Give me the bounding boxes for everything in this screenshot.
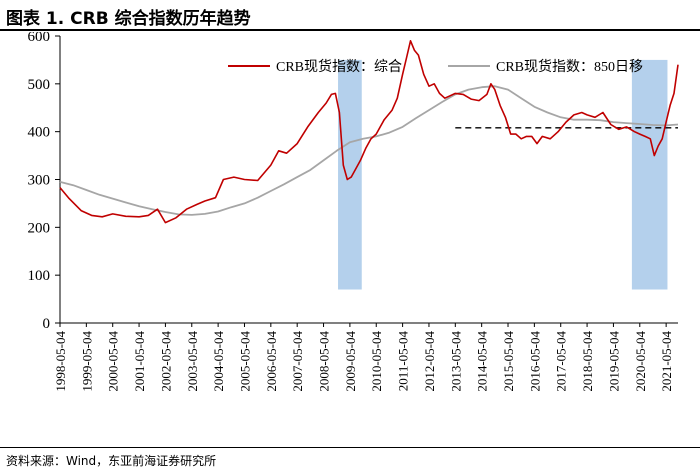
y-tick-label-500: 500 bbox=[28, 77, 51, 93]
x-tick-label-18: 2016-05-04 bbox=[527, 331, 542, 392]
x-tick-label-22: 2020-05-04 bbox=[633, 331, 648, 392]
y-tick-label-100: 100 bbox=[28, 268, 51, 284]
x-tick-label-8: 2006-05-04 bbox=[264, 331, 279, 392]
x-tick-label-14: 2012-05-04 bbox=[422, 331, 437, 392]
source-note: 资料来源：Wind，东亚前海证券研究所 bbox=[6, 454, 217, 468]
legend-label-0: CRB现货指数：综合 bbox=[276, 58, 402, 75]
x-tick-label-1: 1999-05-04 bbox=[79, 331, 94, 392]
highlight-band-1 bbox=[631, 59, 668, 290]
x-tick-label-5: 2003-05-04 bbox=[185, 331, 200, 392]
x-tick-label-13: 2011-05-04 bbox=[396, 331, 411, 392]
crb-line-chart: 0 100 200 300 400 500 600 1998-05-04 1999-05-04 2… bbox=[28, 32, 679, 392]
x-tick-label-16: 2014-05-04 bbox=[475, 331, 490, 392]
x-tick-label-21: 2019-05-04 bbox=[606, 331, 621, 392]
x-tick-label-17: 2015-05-04 bbox=[501, 331, 516, 392]
x-tick-label-0: 1998-05-04 bbox=[53, 331, 68, 392]
y-tick-label-200: 200 bbox=[28, 220, 51, 236]
title-divider bbox=[0, 29, 700, 31]
series-line-composite bbox=[59, 40, 679, 224]
y-tick-label-300: 300 bbox=[28, 173, 51, 189]
x-tick-label-3: 2001-05-04 bbox=[132, 331, 147, 392]
x-tick-label-4: 2002-05-04 bbox=[158, 331, 173, 392]
y-tick-label-400: 400 bbox=[28, 125, 51, 141]
x-tick-label-7: 2005-05-04 bbox=[237, 331, 252, 392]
x-tick-label-10: 2008-05-04 bbox=[317, 331, 332, 392]
x-tick-label-2: 2000-05-04 bbox=[106, 331, 121, 392]
x-tick-label-6: 2004-05-04 bbox=[211, 331, 226, 392]
figure-header: 图表 1. CRB 综合指数历年趋势 bbox=[0, 0, 700, 31]
legend-label-1: CRB现货指数：850日移 bbox=[496, 58, 643, 75]
x-tick-label-20: 2018-05-04 bbox=[580, 331, 595, 392]
y-tick-label-0: 0 bbox=[43, 316, 51, 332]
x-tick-label-19: 2017-05-04 bbox=[554, 331, 569, 392]
x-tick-label-12: 2010-05-04 bbox=[369, 331, 384, 392]
x-tick-label-15: 2013-05-04 bbox=[448, 331, 463, 392]
x-tick-label-23: 2021-05-04 bbox=[659, 331, 674, 392]
source-divider bbox=[0, 447, 700, 448]
y-tick-label-600: 600 bbox=[28, 32, 51, 45]
highlight-band-0 bbox=[338, 59, 362, 290]
x-tick-label-9: 2007-05-04 bbox=[290, 331, 305, 392]
series-line-850ma bbox=[59, 85, 679, 216]
x-tick-label-11: 2009-05-04 bbox=[343, 331, 358, 392]
figure-title: 图表 1. CRB 综合指数历年趋势 bbox=[6, 9, 251, 29]
